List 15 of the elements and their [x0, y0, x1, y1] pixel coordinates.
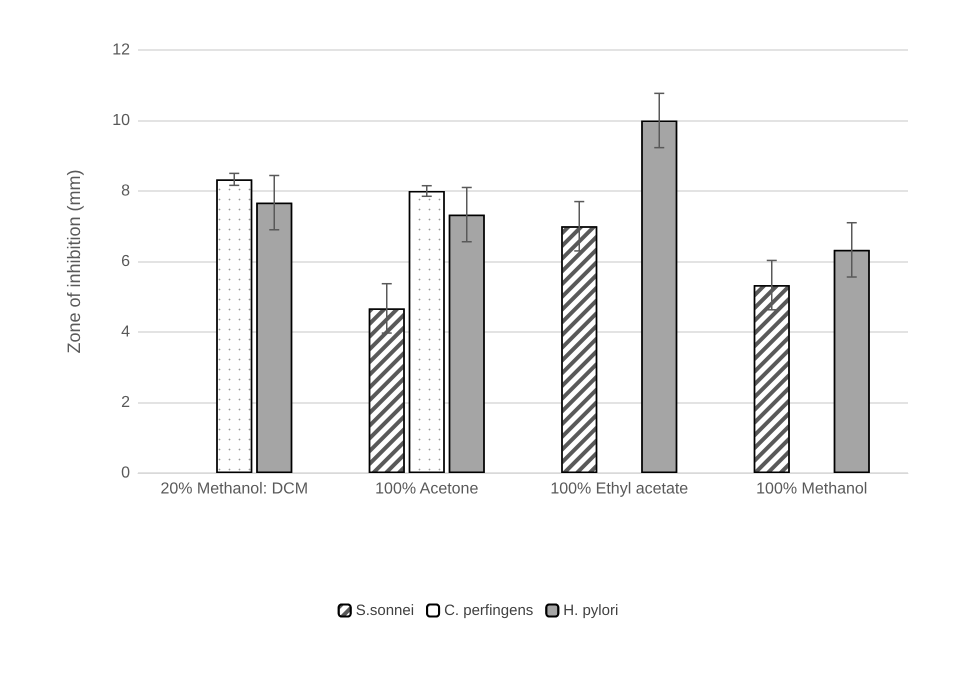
legend-label: S.sonnei [356, 602, 414, 619]
x-tick-label: 20% Methanol: DCM [160, 480, 308, 498]
y-tick-label: 6 [121, 253, 130, 270]
y-tick-label: 8 [121, 182, 130, 200]
legend-label: C. perfingens [444, 602, 534, 619]
y-tick-label: 12 [112, 42, 130, 58]
y-axis-title: Zone of inhibition (mm) [64, 169, 84, 354]
legend-label: H. pylori [563, 602, 618, 619]
y-tick-label: 4 [121, 324, 130, 340]
y-tick-label: 10 [112, 112, 130, 129]
x-tick-label: 100% Ethyl acetate [550, 480, 688, 498]
y-tick-label: 2 [121, 394, 130, 411]
x-tick-label: 100% Acetone [375, 480, 478, 498]
y-tick-label: 0 [121, 464, 130, 482]
x-tick-label: 100% Methanol [756, 480, 868, 498]
